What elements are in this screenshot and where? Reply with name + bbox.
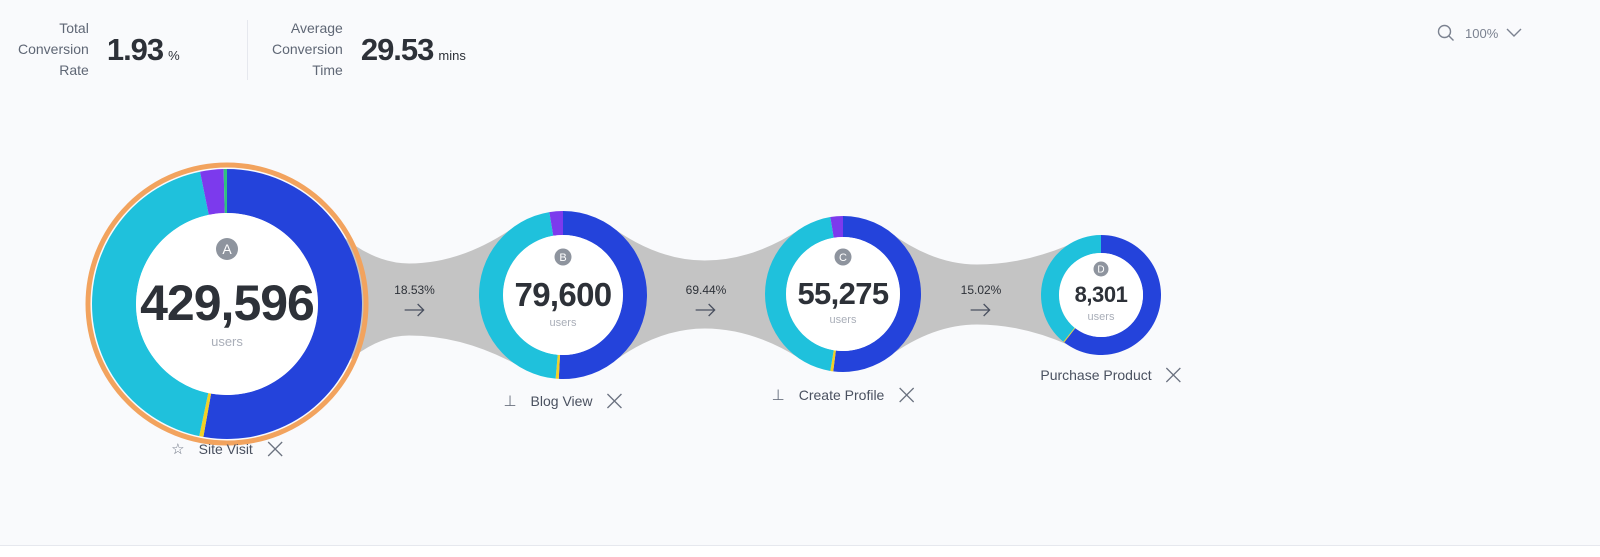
close-icon[interactable]	[607, 393, 623, 409]
step-letter: C	[839, 252, 847, 264]
donut-segment-purple	[200, 169, 225, 215]
step-letter-badge	[834, 248, 852, 266]
zoom-control[interactable]: 100%	[1437, 24, 1522, 42]
donut-segment-blue	[203, 169, 362, 439]
donut-center	[786, 237, 900, 351]
step-unit: users	[1088, 311, 1115, 323]
donut-segment-blue	[558, 211, 648, 379]
step-label-c: ⊥ Create Profile	[772, 386, 915, 404]
funnel-connector	[609, 225, 801, 365]
pin-icon[interactable]: ⊥	[503, 393, 517, 410]
metric-label: Total Conversion Rate	[18, 18, 89, 81]
metric-unit: %	[168, 48, 180, 63]
divider	[247, 20, 248, 80]
conversion-rate: 15.02%	[960, 283, 1002, 317]
donut-segment-cyan	[478, 212, 558, 379]
selected-ring	[85, 162, 369, 446]
metric-value: 29.53	[360, 31, 435, 67]
step-label-a: ☆ Site Visit	[171, 440, 283, 458]
donut-segment-cyan	[92, 171, 209, 437]
label-line: Rate	[59, 62, 89, 78]
donut-segment-cyan	[764, 217, 834, 371]
metric-unit: mins	[438, 48, 466, 63]
donut-segment-cyan	[1041, 235, 1101, 342]
step-unit: users	[211, 334, 243, 349]
step-unit: users	[550, 317, 577, 329]
donut-center	[1059, 253, 1143, 337]
search-icon	[1437, 24, 1454, 41]
donut-center	[503, 235, 623, 355]
step-name: Purchase Product	[1040, 367, 1152, 383]
donut-segment-yellow	[555, 354, 560, 379]
donut-segment-yellow	[1063, 327, 1076, 343]
funnel-connector	[885, 229, 1068, 359]
arrow-right-icon	[404, 303, 425, 317]
step-count: 55,275	[797, 276, 888, 311]
step-label-d: Purchase Product	[1040, 367, 1182, 383]
arrow-right-icon	[970, 303, 991, 317]
donut-segment-yellow	[830, 350, 836, 372]
conversion-value: 18.53%	[394, 283, 435, 297]
star-icon[interactable]: ☆	[171, 441, 185, 458]
donut-center	[136, 213, 318, 395]
close-icon[interactable]	[898, 387, 914, 403]
step-letter-badge	[216, 238, 238, 260]
label-line: Average	[290, 20, 343, 36]
step-count: 8,301	[1075, 282, 1128, 307]
conversion-value: 69.44%	[685, 283, 727, 297]
step-label-b: ⊥ Blog View	[503, 392, 623, 410]
donut-segment-yellow	[199, 393, 212, 437]
step-name: Blog View	[530, 393, 593, 409]
step-letter: D	[1097, 265, 1104, 276]
conversion-rate: 18.53%	[394, 283, 435, 317]
label-line: Conversion	[18, 41, 89, 57]
label-line: Total	[59, 20, 89, 36]
total-conversion-metric: Total Conversion Rate 1.93 %	[18, 18, 180, 81]
step-letter-badge	[1093, 261, 1109, 277]
step-letter: A	[222, 241, 232, 257]
arrow-right-icon	[695, 303, 716, 317]
step-name: Create Profile	[798, 387, 885, 403]
step-letter: B	[559, 252, 566, 264]
step-letter-badge	[554, 248, 572, 266]
chevron-down-icon	[1506, 28, 1522, 37]
donut-segment-purple	[549, 211, 563, 236]
conversion-value: 15.02%	[960, 283, 1002, 297]
label-line: Time	[312, 62, 343, 78]
donut-segment-blue	[1064, 235, 1162, 355]
zoom-value: 100%	[1465, 25, 1499, 41]
donut-segment-blue	[833, 216, 922, 372]
step-count: 429,596	[140, 275, 314, 331]
donut-segment-green	[223, 169, 227, 214]
donut-segment-purple	[830, 216, 843, 238]
avg-conversion-time-metric: Average Conversion Time 29.53 mins	[272, 18, 466, 81]
close-icon[interactable]	[267, 441, 283, 457]
step-count: 79,600	[515, 276, 612, 313]
close-icon[interactable]	[1166, 367, 1182, 383]
step-name: Site Visit	[198, 441, 253, 457]
label-line: Conversion	[272, 41, 343, 57]
metric-value: 1.93	[106, 31, 164, 67]
metric-label: Average Conversion Time	[272, 18, 343, 81]
pin-icon[interactable]: ⊥	[771, 387, 785, 404]
conversion-rate: 69.44%	[685, 283, 727, 317]
step-unit: users	[830, 314, 857, 326]
